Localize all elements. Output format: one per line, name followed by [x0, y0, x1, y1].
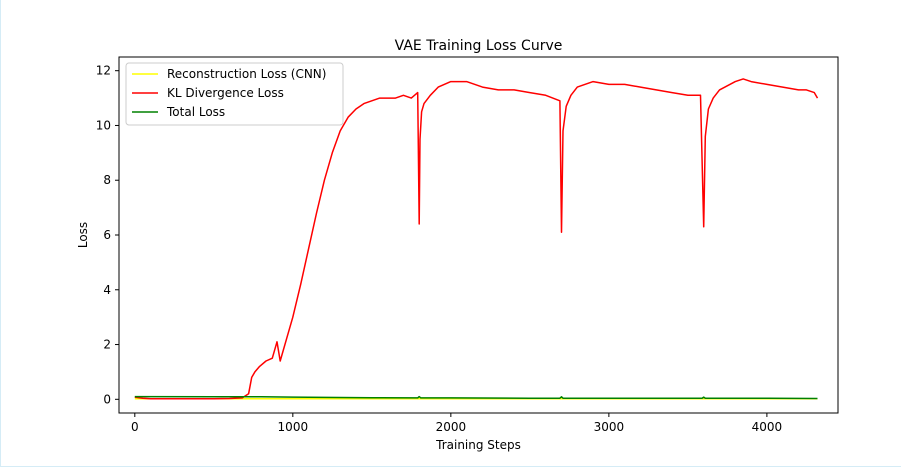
y-axis-label: Loss: [76, 222, 90, 248]
series-lines: [134, 78, 819, 400]
y-tick-label: 10: [96, 118, 111, 132]
legend: Reconstruction Loss (CNN) KL Divergence L…: [125, 62, 344, 126]
y-tick-label: 12: [96, 64, 111, 78]
x-tick-label: 1000: [278, 420, 309, 434]
legend-label: Total Loss: [166, 105, 225, 119]
x-tick-label: 4000: [752, 420, 783, 434]
legend-label: KL Divergence Loss: [167, 86, 284, 100]
y-tick-label: 4: [103, 283, 111, 297]
plot-border: [118, 56, 839, 414]
total-loss-line: [134, 395, 818, 400]
y-tick-label: 2: [103, 338, 111, 352]
kl-divergence-loss-line: [134, 78, 819, 400]
x-tick-label: 0: [131, 420, 139, 434]
y-tick-label: 8: [103, 173, 111, 187]
legend-box: [125, 62, 344, 126]
axis-ticks: 0 1000 2000 3000 4000 0 2 4 6 8 10 12: [96, 64, 782, 434]
chart-title: VAE Training Loss Curve: [395, 38, 563, 54]
y-tick-label: 0: [103, 392, 111, 406]
legend-label: Reconstruction Loss (CNN): [167, 67, 326, 81]
y-tick-label: 6: [103, 228, 111, 242]
x-tick-label: 2000: [436, 420, 467, 434]
x-axis-label: Training Steps: [435, 438, 521, 452]
x-tick-label: 3000: [594, 420, 625, 434]
